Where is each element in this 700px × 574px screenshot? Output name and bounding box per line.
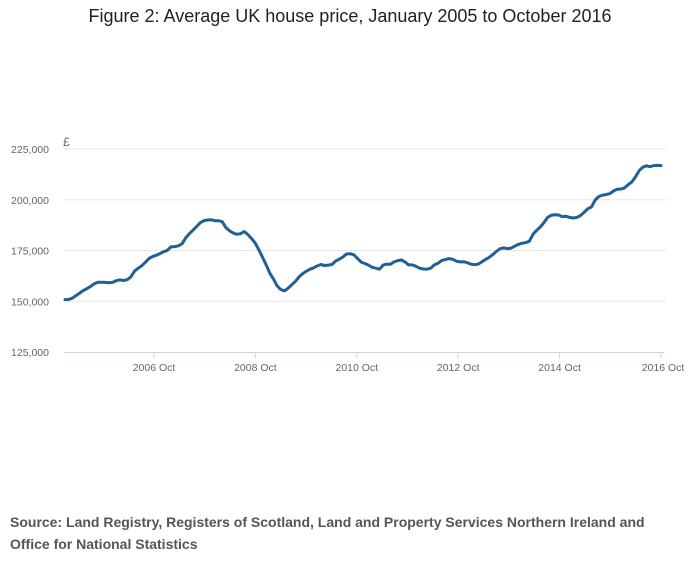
- x-tick-label: 2014 Oct: [538, 362, 581, 374]
- y-axis-tick-labels: 125,000 150,000 175,000 200,000 225,000: [11, 144, 49, 359]
- x-tick-label: 2012 Oct: [437, 362, 480, 374]
- y-tick-label: 225,000: [11, 144, 49, 156]
- series-line-average-house-price: [63, 163, 663, 302]
- x-tick-label: 2016 Oct: [642, 362, 685, 374]
- line-chart: 125,000 150,000 175,000 200,000 225,000 2006…: [11, 135, 684, 374]
- y-tick-label: 150,000: [11, 296, 49, 308]
- chart-title: Figure 2: Average UK house price, Januar…: [88, 6, 612, 26]
- x-axis: 2006 Oct 2008 Oct 2010 Oct 2012 Oct 2014 Oct…: [64, 352, 684, 374]
- y-axis-unit-label: £: [63, 135, 70, 149]
- gridlines: [64, 148, 666, 302]
- y-tick-label: 125,000: [11, 347, 49, 359]
- y-tick-label: 175,000: [11, 246, 49, 258]
- x-tick-label: 2006 Oct: [133, 362, 176, 374]
- x-tick-label: 2010 Oct: [335, 362, 378, 374]
- x-tick-label: 2008 Oct: [234, 362, 277, 374]
- y-tick-label: 200,000: [11, 195, 49, 207]
- source-note: Source: Land Registry, Registers of Scot…: [10, 514, 645, 552]
